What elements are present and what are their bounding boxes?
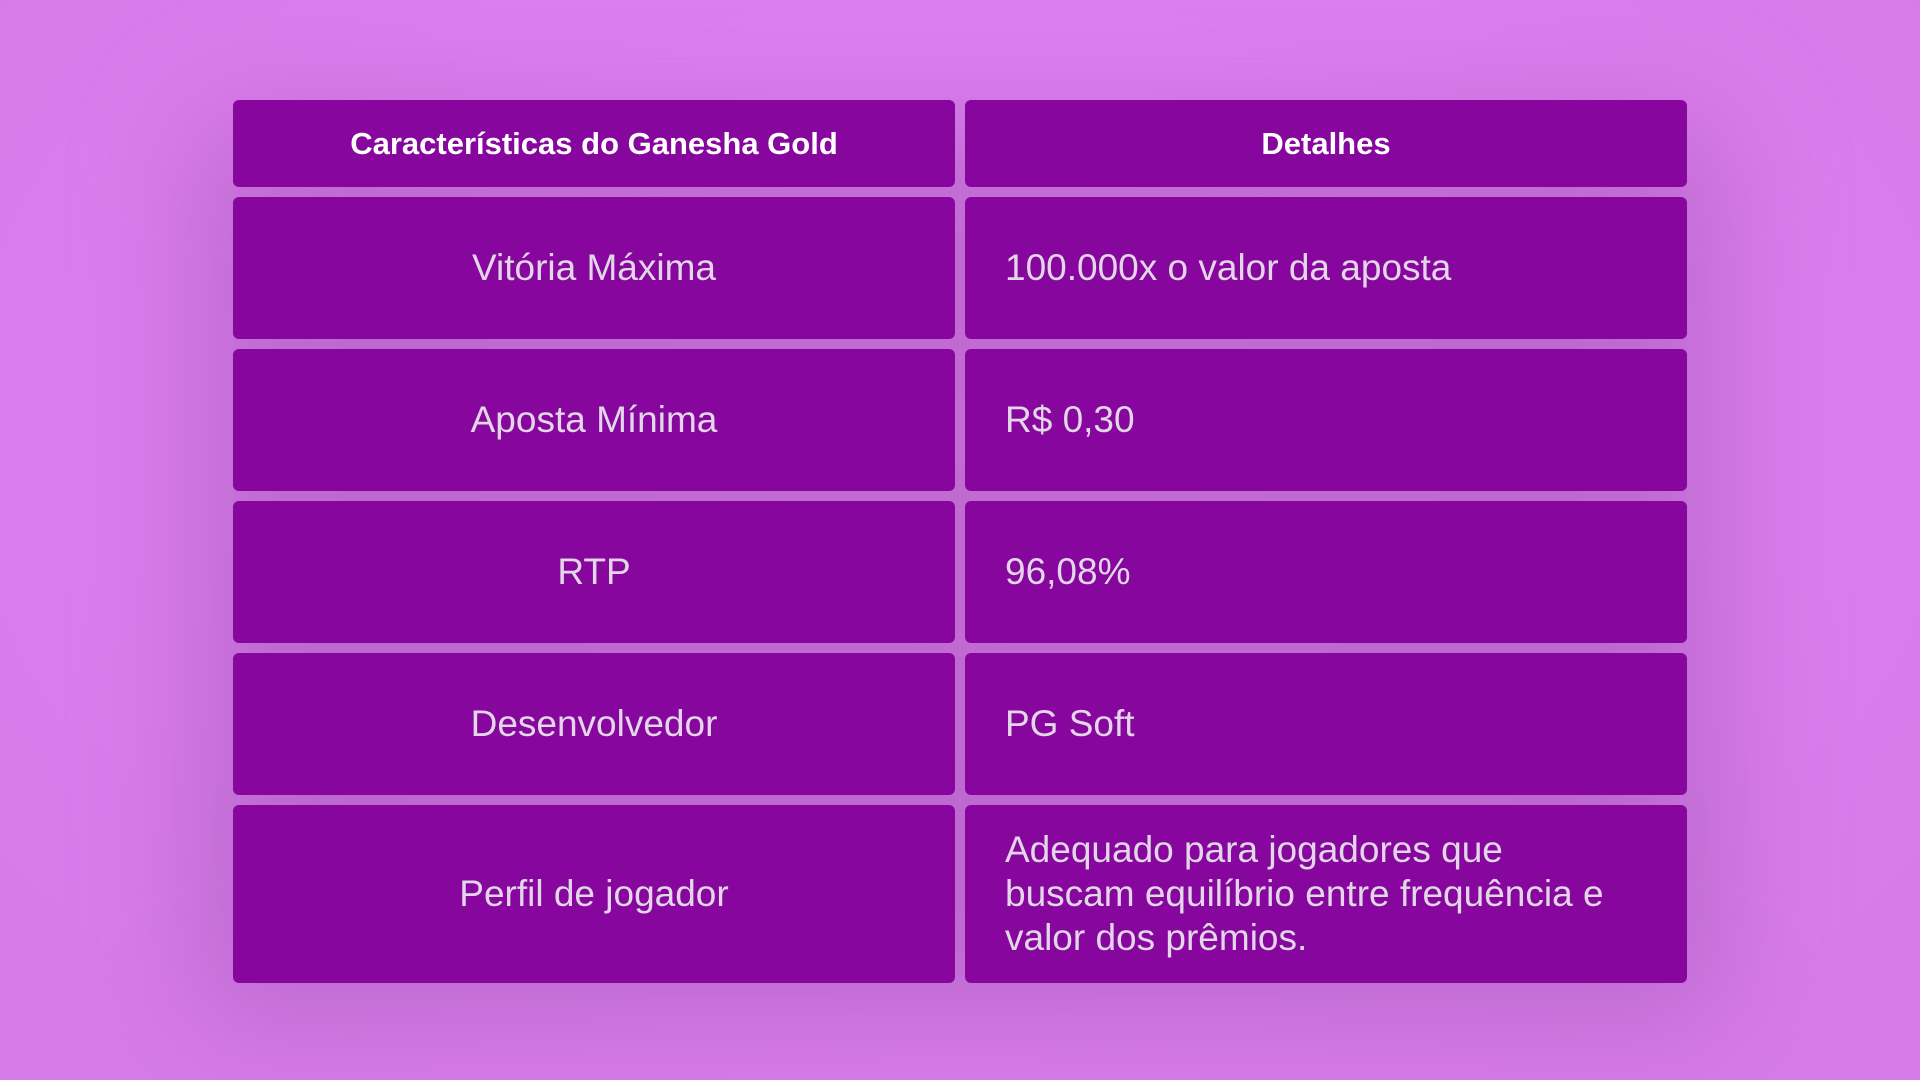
feature-cell: RTP — [233, 501, 955, 643]
table-row: Vitória Máxima 100.000x o valor da apost… — [233, 197, 1687, 339]
detail-cell: 100.000x o valor da aposta — [965, 197, 1687, 339]
header-details: Detalhes — [965, 100, 1687, 187]
feature-cell: Desenvolvedor — [233, 653, 955, 795]
table-row: RTP 96,08% — [233, 501, 1687, 643]
feature-cell: Vitória Máxima — [233, 197, 955, 339]
table-header-row: Características do Ganesha Gold Detalhes — [233, 100, 1687, 187]
feature-cell: Aposta Mínima — [233, 349, 955, 491]
feature-cell: Perfil de jogador — [233, 805, 955, 983]
detail-cell: Adequado para jogadores que buscam equil… — [965, 805, 1687, 983]
detail-cell: PG Soft — [965, 653, 1687, 795]
header-features: Características do Ganesha Gold — [233, 100, 955, 187]
detail-cell: R$ 0,30 — [965, 349, 1687, 491]
table-row: Aposta Mínima R$ 0,30 — [233, 349, 1687, 491]
features-table: Características do Ganesha Gold Detalhes… — [233, 100, 1687, 993]
table-row: Perfil de jogador Adequado para jogadore… — [233, 805, 1687, 983]
detail-cell: 96,08% — [965, 501, 1687, 643]
table-row: Desenvolvedor PG Soft — [233, 653, 1687, 795]
